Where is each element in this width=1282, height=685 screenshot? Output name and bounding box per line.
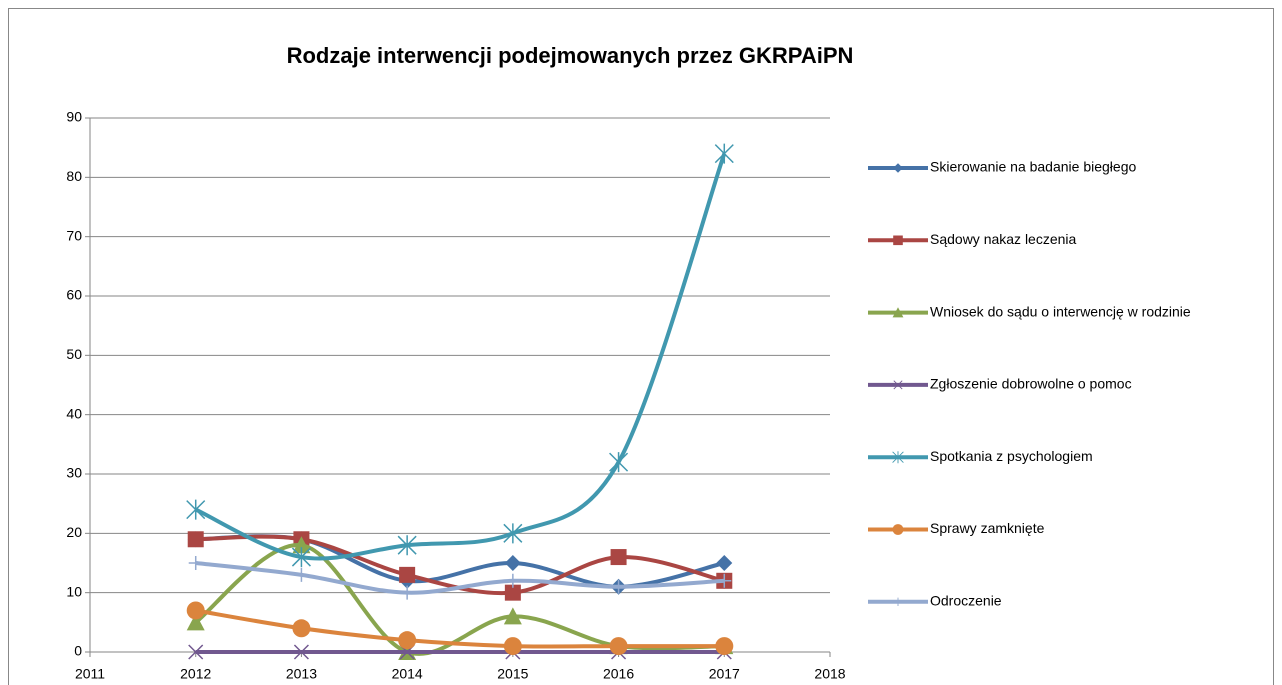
legend-label: Wniosek do sądu o interwencję w rodzinie bbox=[930, 303, 1191, 319]
y-tick-label: 10 bbox=[66, 583, 82, 599]
x-tick-label: 2013 bbox=[286, 666, 317, 682]
marker bbox=[714, 143, 734, 164]
legend-marker bbox=[893, 163, 903, 173]
marker bbox=[293, 644, 309, 660]
y-tick-label: 20 bbox=[66, 524, 82, 540]
legend-label: Odroczenie bbox=[930, 593, 1002, 609]
x-tick-label: 2018 bbox=[814, 666, 845, 682]
marker bbox=[716, 555, 733, 571]
y-tick-label: 0 bbox=[74, 643, 82, 659]
marker bbox=[291, 547, 311, 568]
legend-marker bbox=[892, 524, 904, 535]
marker bbox=[609, 452, 629, 473]
marker bbox=[188, 644, 204, 660]
series-line bbox=[195, 608, 725, 649]
marker bbox=[503, 607, 522, 625]
y-tick-label: 40 bbox=[66, 405, 82, 421]
legend-label: Spotkania z psychologiem bbox=[930, 448, 1093, 464]
marker bbox=[398, 631, 417, 650]
y-tick-label: 80 bbox=[66, 168, 82, 184]
legend-marker bbox=[893, 597, 903, 606]
y-tick-label: 90 bbox=[66, 109, 82, 125]
legend-marker bbox=[893, 235, 903, 246]
x-tick-label: 2015 bbox=[497, 666, 528, 682]
marker bbox=[715, 637, 734, 656]
legend-label: Skierowanie na badanie biegłego bbox=[930, 159, 1136, 175]
x-tick-label: 2017 bbox=[709, 666, 740, 682]
marker bbox=[186, 613, 205, 631]
marker bbox=[717, 573, 732, 588]
legend-marker bbox=[893, 380, 903, 390]
marker bbox=[186, 499, 206, 520]
y-tick-label: 50 bbox=[66, 346, 82, 362]
legend-label: Zgłoszenie dobrowolne o pomoc bbox=[930, 376, 1132, 392]
x-tick-label: 2011 bbox=[75, 666, 105, 682]
marker bbox=[292, 619, 311, 638]
x-tick-label: 2014 bbox=[392, 666, 423, 682]
marker bbox=[399, 566, 416, 583]
legend-marker bbox=[892, 307, 904, 318]
marker bbox=[400, 585, 415, 600]
marker bbox=[611, 579, 626, 594]
legend-marker bbox=[892, 451, 904, 464]
marker bbox=[188, 556, 203, 570]
marker bbox=[504, 555, 521, 571]
legend-label: Sprawy zamknięte bbox=[930, 520, 1045, 536]
chart-title: Rodzaje interwencji podejmowanych przez … bbox=[287, 43, 854, 68]
y-tick-label: 60 bbox=[66, 287, 82, 303]
marker bbox=[503, 523, 523, 544]
marker bbox=[187, 531, 204, 548]
marker bbox=[294, 567, 309, 582]
marker bbox=[397, 535, 417, 556]
y-tick-label: 30 bbox=[66, 465, 82, 481]
y-tick-label: 70 bbox=[66, 227, 82, 243]
series-line bbox=[195, 561, 725, 595]
marker bbox=[292, 536, 311, 554]
x-tick-label: 2012 bbox=[180, 666, 211, 682]
marker bbox=[503, 637, 522, 656]
legend-label: Sądowy nakaz leczenia bbox=[930, 231, 1077, 247]
marker bbox=[505, 573, 520, 588]
marker bbox=[610, 549, 627, 566]
x-tick-label: 2016 bbox=[603, 666, 634, 682]
marker bbox=[186, 601, 205, 620]
marker bbox=[504, 584, 521, 601]
chart-border bbox=[8, 8, 1274, 685]
marker bbox=[609, 637, 628, 656]
